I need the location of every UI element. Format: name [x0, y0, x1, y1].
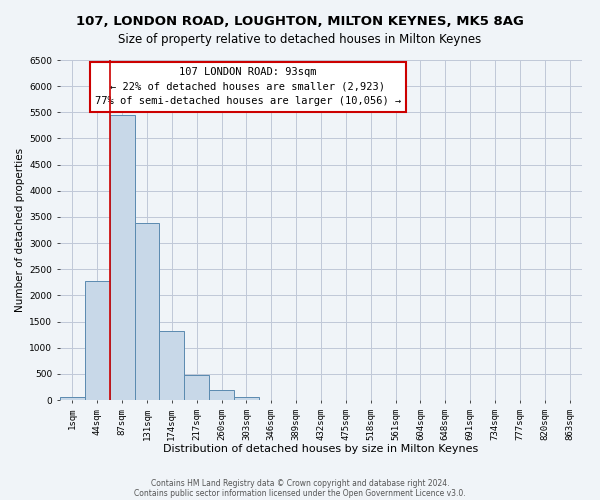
- X-axis label: Distribution of detached houses by size in Milton Keynes: Distribution of detached houses by size …: [163, 444, 479, 454]
- Bar: [209, 390, 234, 400]
- Bar: [134, 223, 160, 400]
- Text: Contains HM Land Registry data © Crown copyright and database right 2024.: Contains HM Land Registry data © Crown c…: [151, 478, 449, 488]
- Text: 107, LONDON ROAD, LOUGHTON, MILTON KEYNES, MK5 8AG: 107, LONDON ROAD, LOUGHTON, MILTON KEYNE…: [76, 15, 524, 28]
- Text: Contains public sector information licensed under the Open Government Licence v3: Contains public sector information licen…: [134, 488, 466, 498]
- Bar: [85, 282, 110, 400]
- Text: 107 LONDON ROAD: 93sqm
← 22% of detached houses are smaller (2,923)
77% of semi-: 107 LONDON ROAD: 93sqm ← 22% of detached…: [95, 67, 401, 106]
- Bar: [234, 396, 259, 400]
- Bar: [184, 375, 209, 400]
- Bar: [160, 332, 184, 400]
- Text: Size of property relative to detached houses in Milton Keynes: Size of property relative to detached ho…: [118, 32, 482, 46]
- Y-axis label: Number of detached properties: Number of detached properties: [15, 148, 25, 312]
- Bar: [110, 115, 134, 400]
- Bar: [60, 397, 85, 400]
